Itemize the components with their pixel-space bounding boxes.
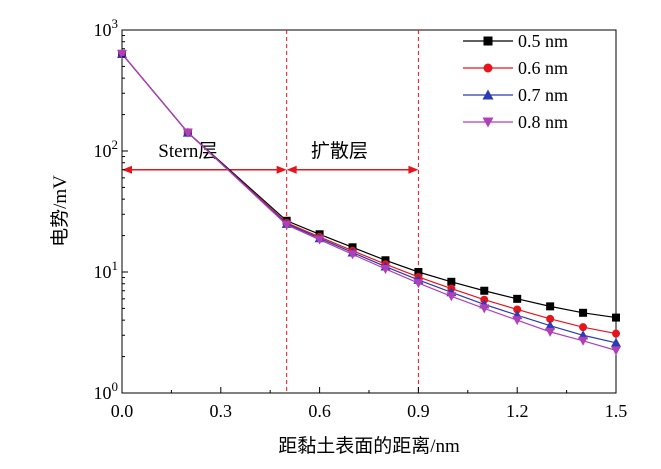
legend-label: 0.6 nm (518, 58, 568, 78)
data-point (611, 337, 621, 347)
x-axis-ticks: 0.0 0.3 0.6 0.9 1.2 1.5 (111, 387, 628, 421)
data-point (380, 264, 391, 274)
data-point (447, 277, 456, 286)
annotation-arrowhead-right (408, 165, 419, 174)
data-point (611, 346, 621, 356)
legend-item: 0.6 nm (463, 58, 568, 78)
data-point (182, 128, 193, 138)
data-point (545, 320, 556, 330)
x-tick-label: 1.2 (506, 401, 529, 421)
data-point (579, 323, 588, 332)
divider-lines (286, 30, 419, 393)
annotation-arrowhead-right (276, 165, 287, 174)
legend-label: 0.7 nm (518, 85, 568, 105)
data-point (546, 302, 555, 311)
x-tick-label: 1.5 (605, 401, 628, 421)
data-point (480, 286, 489, 295)
data-point (545, 327, 556, 337)
y-axis-label: 电势/mV (49, 175, 71, 247)
legend-item: 0.8 nm (463, 112, 568, 132)
data-point (347, 250, 358, 260)
data-point (281, 220, 292, 230)
y-tick-label: 102 (94, 137, 119, 161)
legend-item: 0.5 nm (463, 31, 568, 51)
x-axis-label: 距黏土表面的距离/nm (278, 435, 460, 457)
annotation-arrowhead-left (286, 165, 297, 174)
annotation-arrowhead-left (122, 165, 132, 174)
data-point (512, 316, 523, 326)
legend: 0.5 nm 0.6 nm 0.7 nm 0.8 nm (463, 31, 568, 132)
data-point (513, 305, 522, 314)
data-point (414, 268, 423, 276)
data-point (513, 294, 522, 303)
legend-item: 0.7 nm (463, 85, 568, 105)
y-tick-label: 100 (94, 379, 119, 403)
data-point (446, 292, 457, 302)
data-point (579, 308, 588, 317)
data-point (413, 279, 424, 289)
legend-marker (483, 36, 493, 46)
legend-marker (482, 117, 494, 128)
data-point (117, 49, 127, 59)
legend-label: 0.5 nm (518, 31, 568, 51)
annotation-label: 扩散层 (311, 140, 368, 162)
x-tick-label: 0.6 (308, 401, 331, 421)
y-tick-label: 103 (94, 16, 119, 40)
data-point (578, 336, 589, 346)
data-point (612, 329, 620, 338)
y-axis-ticks: 100 101 102 103 (94, 16, 128, 403)
data-point (612, 313, 620, 322)
x-tick-label: 0.3 (210, 401, 233, 421)
data-point (479, 304, 490, 314)
legend-label: 0.8 nm (518, 112, 568, 132)
y-tick-label: 101 (94, 258, 119, 282)
series-0.8-nm (117, 49, 621, 356)
x-tick-label: 0.9 (407, 401, 430, 421)
data-point (314, 235, 325, 245)
data-point (546, 314, 555, 323)
region-annotations: Stern层 扩散层 (122, 140, 419, 174)
legend-marker (482, 89, 494, 100)
x-tick-label: 0.0 (111, 401, 134, 421)
legend-marker (483, 63, 493, 73)
series-layer (117, 48, 621, 356)
